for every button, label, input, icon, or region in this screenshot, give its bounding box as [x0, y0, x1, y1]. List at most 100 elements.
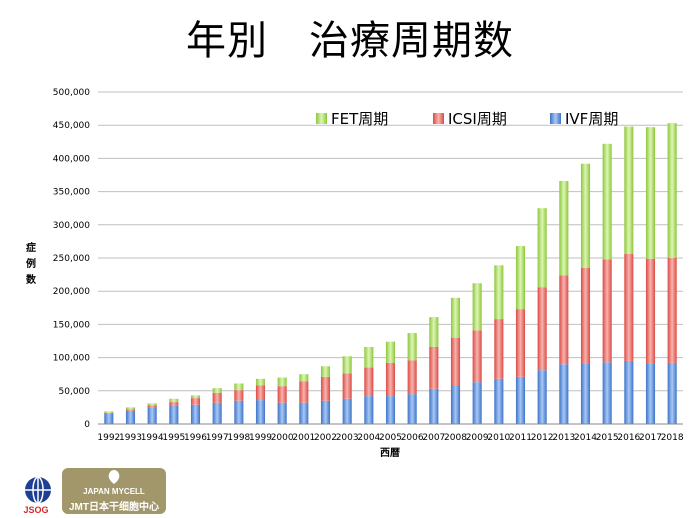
x-tick-label: 1996 [184, 433, 207, 443]
bar-fet-2000 [277, 377, 287, 387]
bar-fet-1993 [125, 407, 136, 410]
x-tick-label: 2013 [552, 433, 575, 443]
y-tick-label: 0 [84, 420, 90, 430]
x-tick-label: 1999 [249, 433, 272, 443]
x-tick-label: 2005 [379, 433, 402, 443]
x-tick-label: 2015 [596, 433, 619, 443]
x-tick-label: 2001 [292, 433, 315, 443]
bar-icsi-1994 [147, 405, 157, 408]
legend-item-ivf: IVF周期 [550, 108, 618, 128]
legend-swatch-fet [316, 112, 327, 124]
x-tick-label: 2010 [487, 433, 510, 443]
bar-ivf-2011 [515, 376, 526, 424]
y-tick-label: 350,000 [53, 188, 90, 198]
y-tick-label: 400,000 [53, 154, 90, 164]
x-axis-ticks: 1992199319941995199619971998199920002001… [97, 433, 684, 443]
y-tick-label: 100,000 [53, 354, 90, 364]
bar-icsi-2002 [320, 376, 331, 401]
bar-icsi-2011 [515, 309, 526, 377]
x-tick-label: 1998 [227, 433, 250, 443]
bar-ivf-2009 [472, 382, 482, 424]
bar-icsi-2018 [667, 258, 677, 363]
bar-icsi-2013 [559, 275, 569, 365]
bar-icsi-2000 [277, 386, 287, 403]
bar-ivf-2013 [559, 364, 569, 424]
bar-icsi-2006 [407, 360, 417, 395]
bar-fet-2018 [667, 123, 677, 258]
y-tick-label: 500,000 [53, 88, 90, 98]
bar-icsi-1993 [125, 409, 136, 411]
y-axis-ticks: 0 50,000 100,000 150,000 200,000 250,000 300,0… [53, 88, 90, 430]
jmt-logo [62, 468, 166, 514]
bar-icsi-1999 [255, 385, 266, 401]
bar-ivf-1996 [190, 404, 201, 424]
bar-fet-1992 [104, 411, 114, 413]
bar-ivf-1994 [147, 407, 157, 424]
x-tick-label: 1994 [141, 433, 164, 443]
bar-fet-1996 [190, 395, 201, 399]
x-tick-label: 2004 [357, 433, 380, 443]
bar-ivf-2005 [385, 396, 396, 424]
bars [104, 123, 677, 424]
bar-fet-2004 [364, 346, 374, 368]
legend-label-icsi: ICSI周期 [448, 109, 507, 128]
y-tick-label: 300,000 [53, 221, 90, 231]
x-tick-label: 1992 [97, 433, 120, 443]
bar-fet-2013 [559, 180, 569, 276]
bar-ivf-2015 [602, 362, 612, 424]
legend-label-fet: FET周期 [331, 109, 389, 128]
bar-fet-2015 [602, 143, 612, 260]
bar-fet-2001 [299, 374, 309, 382]
bar-ivf-2017 [645, 363, 656, 424]
bar-icsi-2007 [429, 346, 439, 389]
bar-fet-1997 [212, 388, 222, 393]
bar-ivf-2010 [494, 378, 504, 424]
bar-ivf-2014 [580, 363, 591, 424]
x-tick-label: 2011 [509, 433, 532, 443]
x-tick-label: 2016 [617, 433, 640, 443]
x-tick-label: 2017 [639, 433, 662, 443]
bar-fet-2002 [320, 366, 331, 377]
legend-label-ivf: IVF周期 [565, 109, 619, 128]
bar-ivf-1999 [255, 400, 266, 424]
legend-item-fet: FET周期 [316, 108, 388, 128]
bar-icsi-2016 [624, 254, 634, 361]
bar-ivf-1993 [125, 410, 136, 424]
bar-ivf-2016 [624, 360, 634, 424]
y-axis-label: 症例数 [26, 243, 36, 286]
bar-fet-2016 [624, 126, 634, 255]
bar-ivf-1998 [234, 400, 244, 424]
x-tick-label: 2002 [314, 433, 337, 443]
bar-icsi-2008 [450, 337, 461, 386]
jsog-logo [25, 476, 51, 504]
bar-fet-2014 [580, 163, 591, 268]
bar-ivf-2008 [450, 385, 461, 424]
bar-icsi-2009 [472, 330, 482, 383]
x-tick-label: 2012 [531, 433, 554, 443]
bar-fet-2010 [494, 265, 504, 320]
bar-icsi-2003 [342, 373, 352, 399]
x-tick-label: 2009 [466, 433, 489, 443]
bar-fet-1995 [169, 398, 179, 403]
page-title: 年別 治療周期数 [186, 18, 514, 64]
bar-icsi-2015 [602, 259, 612, 363]
x-tick-label: 2000 [271, 433, 294, 443]
bar-ivf-2001 [299, 402, 309, 424]
bar-icsi-2004 [364, 367, 374, 397]
legend-swatch-icsi [433, 112, 444, 124]
bar-icsi-1997 [212, 392, 222, 403]
legend-item-icsi: ICSI周期 [433, 108, 507, 128]
x-tick-label: 2018 [661, 433, 684, 443]
bar-fet-2007 [429, 317, 439, 347]
x-tick-label: 1995 [162, 433, 185, 443]
y-tick-label: 200,000 [53, 287, 90, 297]
bar-fet-2012 [537, 208, 547, 288]
bar-fet-2003 [342, 356, 352, 374]
bar-icsi-1992 [104, 412, 114, 414]
x-tick-label: 2008 [444, 433, 467, 443]
bar-ivf-1992 [104, 413, 114, 424]
jmt-logo-line1: JAPAN MYCELL [83, 487, 145, 496]
jmt-logo-emblem [108, 470, 120, 484]
jmt-logo-line2: JMT日本干细胞中心 [69, 502, 159, 513]
